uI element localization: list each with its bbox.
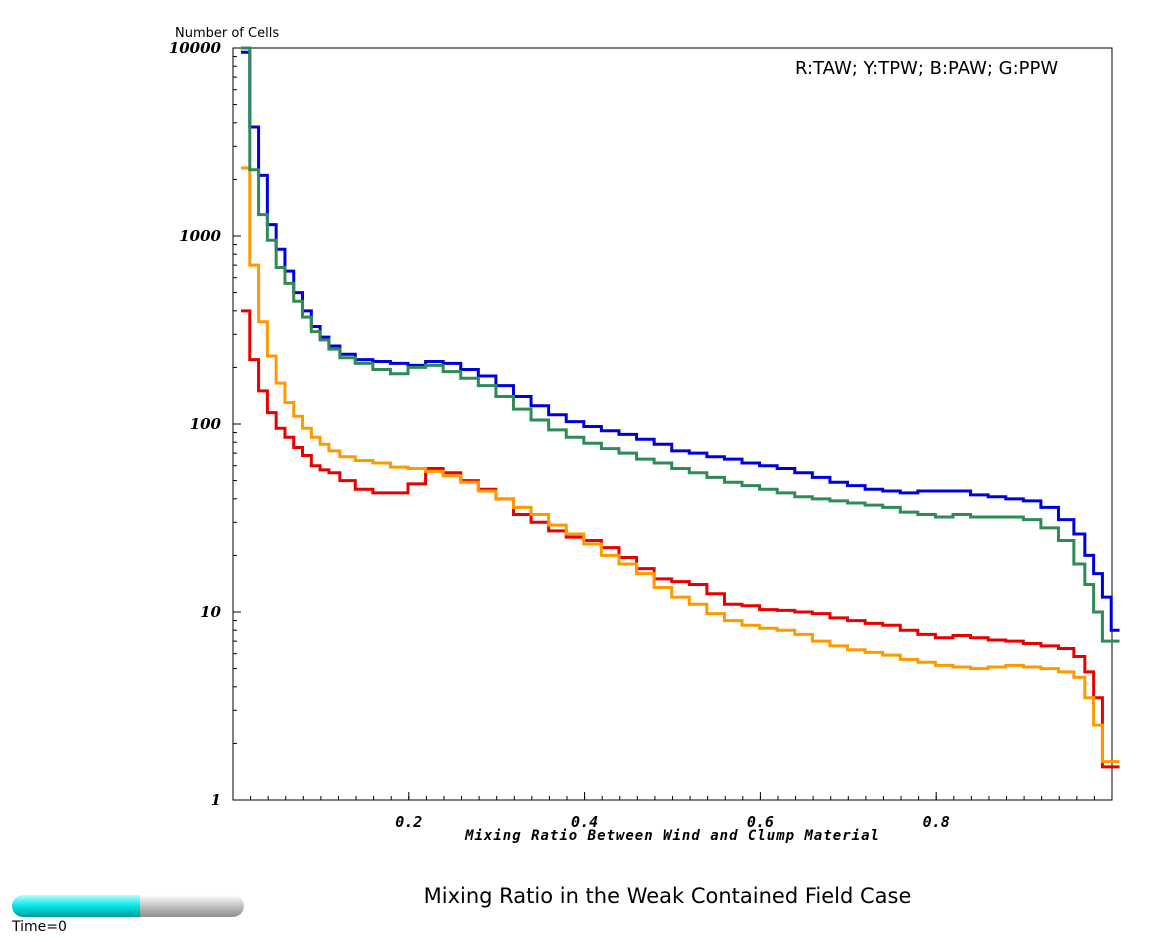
minor-ticks xyxy=(233,56,1095,800)
series-line-Y xyxy=(241,166,1120,764)
series-line-B xyxy=(241,50,1120,632)
y-tick-label: 100 xyxy=(190,415,222,433)
chart-title: Mixing Ratio in the Weak Contained Field… xyxy=(423,884,912,908)
y-axis-label: Number of Cells xyxy=(175,26,280,41)
time-slider-fill xyxy=(12,895,140,917)
x-axis-label: Mixing Ratio Between Wind and Clump Mate… xyxy=(465,828,880,844)
plot-frame xyxy=(232,47,1113,801)
time-slider[interactable] xyxy=(12,895,244,917)
y-tick-label: 1000 xyxy=(179,227,221,245)
time-label: Time=0 xyxy=(12,919,67,935)
x-tick-label: 0.8 xyxy=(923,813,950,831)
y-tick-label: 10 xyxy=(200,603,221,621)
series-line-R xyxy=(241,309,1120,769)
y-tick-label: 10000 xyxy=(169,39,222,57)
series-lines xyxy=(241,46,1120,769)
y-tick-label: 1 xyxy=(211,791,221,809)
y-axis: 1 10 100 1000 10000 xyxy=(169,39,241,809)
x-axis: 0.2 0.4 0.6 0.8 xyxy=(395,792,950,831)
x-tick-label: 0.4 xyxy=(571,813,598,831)
x-tick-label: 0.6 xyxy=(747,813,774,831)
x-tick-label: 0.2 xyxy=(395,813,422,831)
series-line-G xyxy=(241,46,1120,643)
legend: R:TAW; Y:TPW; B:PAW; G:PPW xyxy=(795,58,1059,79)
